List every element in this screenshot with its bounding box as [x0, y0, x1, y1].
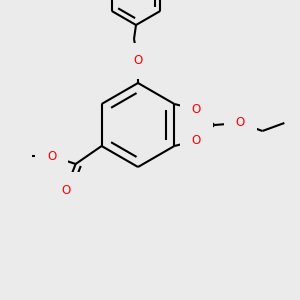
Text: O: O: [236, 116, 245, 130]
Text: O: O: [47, 149, 56, 163]
Text: O: O: [192, 134, 201, 147]
Text: O: O: [61, 184, 70, 196]
Text: O: O: [192, 103, 201, 116]
Text: O: O: [134, 55, 142, 68]
